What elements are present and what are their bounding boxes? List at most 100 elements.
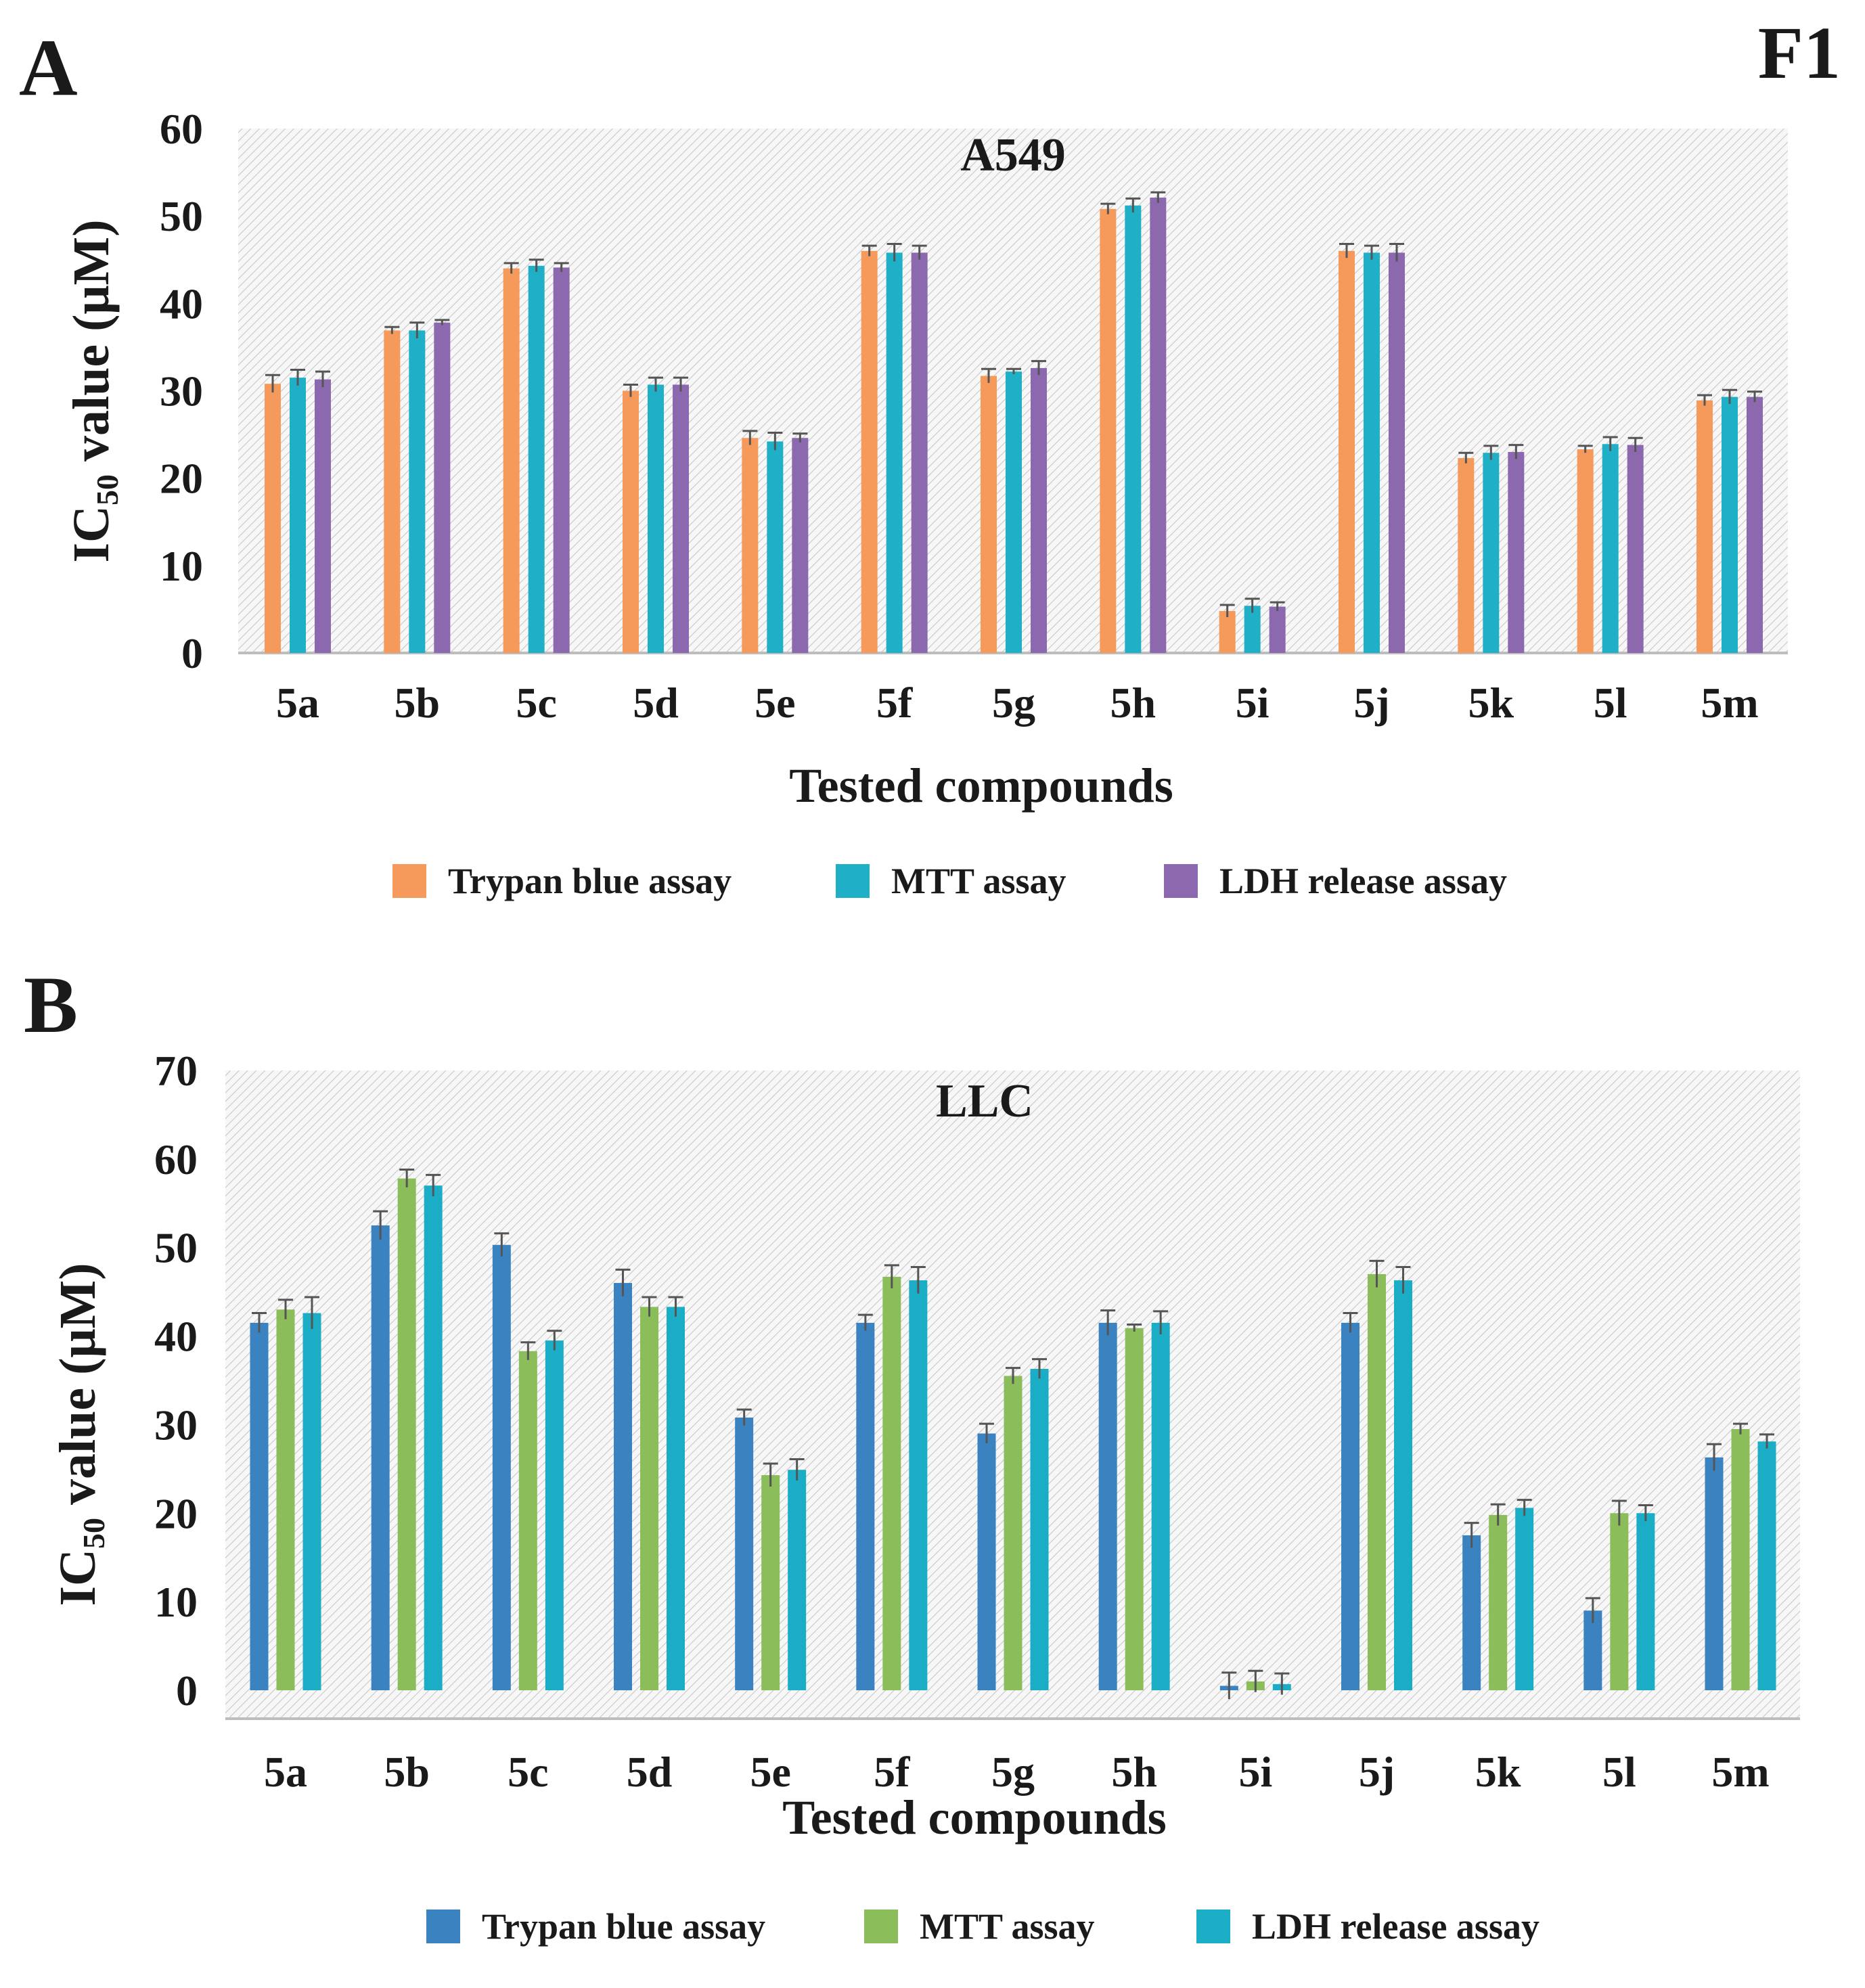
panel-b-legend: Trypan blue assay MTT assay LDH release as… [426,1906,1540,1947]
panel-b-bar [977,1433,996,1690]
panel-b-y-label-sub: 50 [76,1518,111,1549]
panel-b-y-tick-label: 60 [154,1135,198,1183]
panel-b-bar [1098,1322,1117,1690]
panel-a-bar [886,252,903,654]
panel-a-x-tick-label: 5i [1236,679,1269,727]
panel-b-bar [1394,1280,1412,1690]
panel-b-y-label: IC50 value (μM) [49,1263,111,1606]
panel-a-bar [1458,457,1475,653]
panel-b-y-tick-label: 70 [154,1047,198,1095]
panel-a-bar [1031,367,1047,653]
panel-b-legend-swatch [864,1910,898,1943]
panel-a-x-tick-label: 5g [992,679,1035,727]
panel-b-bar [1489,1514,1508,1690]
panel-b-bar [761,1475,780,1690]
panel-a-letter: A [19,22,78,112]
panel-a-bar [1339,250,1355,653]
panel-b-bar [302,1313,321,1690]
panel-b-legend-label: Trypan blue assay [482,1906,765,1947]
panel-a-legend-label: LDH release assay [1219,861,1507,901]
panel-a-bar [792,438,809,653]
panel-b-y-tick-label: 0 [176,1667,198,1715]
panel-b-x-tick-label: 5f [874,1748,910,1796]
panel-b-bar [1757,1441,1776,1690]
panel-b-bar [1125,1328,1144,1690]
panel-a-bar [315,379,331,653]
panel-a-bar [503,268,520,654]
panel-b-y-label-main: IC [49,1549,106,1606]
panel-b-bar [909,1280,928,1690]
panel-a-bar [742,438,759,653]
panel-b-legend-label: MTT assay [920,1906,1095,1947]
panel-a-x-ticks: 5a 5b 5c 5d 5e 5f 5g 5h 5i 5j 5k 5l 5m [276,679,1759,727]
panel-b-bar [518,1351,537,1690]
panel-b: B LLC Tested compounds IC50 value (μM) 0… [24,959,1800,1947]
panel-b-bar [856,1322,875,1690]
panel-a-bar [673,384,689,653]
panel-a-x-tick-label: 5h [1110,679,1156,727]
panel-a-x-tick-label: 5j [1353,679,1389,727]
panel-a-y-ticks: 0 10 20 30 40 50 60 [160,105,203,677]
panel-b-bar [1636,1513,1655,1690]
panel-a-legend-label: Trypan blue assay [448,861,732,901]
panel-a-bar [409,330,426,653]
panel-a-legend-swatch [392,864,426,898]
panel-a-title: A549 [960,129,1066,181]
panel-a-bar [861,250,878,653]
panel-a-bar [1627,445,1644,653]
panel-a-bar [981,376,997,653]
panel-a-bar [1150,198,1167,654]
panel-b-bar [1151,1322,1170,1690]
panel-b-bar [492,1244,511,1690]
panel-b-y-tick-label: 20 [154,1489,198,1537]
panel-a-bar [1602,444,1619,653]
panel-a-bar [290,378,306,653]
panel-a-bar [1269,606,1286,653]
panel-b-bar [788,1470,807,1690]
panel-b-bar [1731,1428,1750,1690]
panel-a-legend: Trypan blue assay MTT assay LDH release as… [392,861,1507,901]
panel-b-legend-swatch [426,1910,460,1943]
figure-label: F1 [1758,12,1841,94]
panel-b-x-tick-label: 5b [384,1748,430,1796]
panel-a-x-label: Tested compounds [789,759,1173,813]
panel-a-x-tick-label: 5f [876,679,913,727]
panel-b-y-label-rest: value (μM) [49,1263,106,1518]
panel-a-bar [767,441,784,653]
panel-a-legend-swatch [836,864,870,898]
panel-a-bar [648,384,664,653]
panel-b-bar [545,1340,564,1690]
panel-b-bar [614,1283,632,1690]
panel-b-legend-swatch [1196,1910,1230,1943]
panel-a-bars [265,198,1763,654]
panel-b-bar [667,1307,685,1690]
panel-a-legend-swatch [1164,864,1198,898]
panel-b-x-tick-label: 5i [1238,1748,1272,1796]
panel-a-bar [1697,400,1713,653]
panel-a-x-tick-label: 5a [276,679,319,727]
panel-b-x-ticks: 5a 5b 5c 5d 5e 5f 5g 5h 5i 5j 5k 5l 5m [264,1748,1770,1796]
panel-a-bar [1006,371,1022,653]
panel-a-y-label-main: IC [63,505,120,562]
panel-a-bar [1244,606,1261,653]
panel-a-bar [1125,205,1142,654]
panel-b-y-ticks: 0 10 20 30 40 50 60 70 [154,1047,198,1715]
panel-a-x-tick-label: 5l [1594,679,1627,727]
panel-b-letter: B [24,959,78,1049]
panel-b-bar [1341,1322,1360,1690]
panel-a-bar [1747,397,1763,653]
panel-a-bar [265,384,281,653]
panel-b-x-tick-label: 5e [750,1748,790,1796]
panel-b-bar [1610,1513,1629,1690]
panel-b-y-tick-label: 40 [154,1313,198,1361]
panel-a-bar [434,322,451,653]
panel-a-bar [384,330,401,653]
panel-b-x-tick-label: 5m [1711,1748,1769,1796]
panel-b-y-tick-label: 10 [154,1578,198,1626]
panel-b-bar [1705,1457,1724,1690]
panel-b-bar [250,1322,269,1690]
panel-a-x-tick-label: 5d [633,679,679,727]
panel-a-y-tick-label: 20 [160,455,203,503]
panel-a-bar [1483,453,1500,653]
